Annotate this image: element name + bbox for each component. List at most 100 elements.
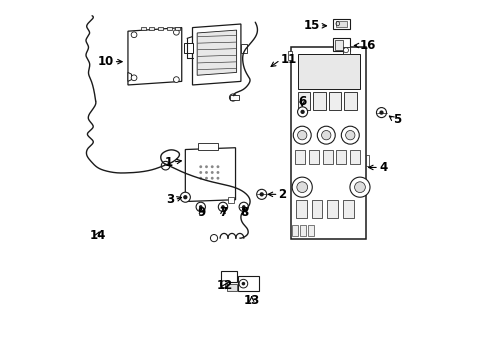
Circle shape — [317, 126, 335, 144]
Circle shape — [300, 110, 304, 114]
Bar — [184, 42, 193, 53]
Text: 8: 8 — [240, 206, 248, 219]
Circle shape — [241, 282, 244, 285]
Text: 12: 12 — [216, 279, 232, 292]
Circle shape — [218, 202, 227, 212]
Circle shape — [292, 177, 312, 197]
Circle shape — [204, 165, 207, 168]
Circle shape — [180, 192, 190, 202]
Circle shape — [161, 161, 169, 170]
Bar — [343, 200, 353, 218]
Text: 15: 15 — [303, 19, 319, 32]
Circle shape — [173, 30, 179, 35]
Polygon shape — [192, 24, 241, 85]
Circle shape — [379, 111, 383, 115]
Circle shape — [199, 171, 202, 174]
Polygon shape — [128, 28, 182, 85]
Circle shape — [345, 131, 354, 140]
Polygon shape — [185, 148, 235, 202]
Circle shape — [210, 171, 213, 174]
Bar — [349, 149, 359, 164]
Circle shape — [354, 182, 365, 193]
Bar — [238, 276, 259, 291]
Bar — [300, 225, 305, 235]
Bar — [167, 27, 172, 30]
Bar — [334, 40, 342, 50]
Bar — [292, 225, 297, 235]
Polygon shape — [333, 39, 349, 51]
Circle shape — [229, 94, 236, 101]
Bar — [230, 95, 239, 100]
Circle shape — [216, 177, 219, 180]
Bar — [326, 200, 337, 218]
Text: 6: 6 — [297, 95, 305, 108]
Circle shape — [259, 192, 264, 197]
Bar — [343, 46, 349, 54]
Text: 14: 14 — [89, 229, 105, 242]
Bar — [241, 44, 247, 53]
Circle shape — [199, 165, 202, 168]
Circle shape — [210, 165, 213, 168]
Bar — [313, 92, 325, 110]
Circle shape — [297, 131, 306, 140]
Bar — [322, 149, 332, 164]
Bar — [287, 51, 291, 60]
Text: 7: 7 — [219, 206, 226, 219]
Circle shape — [183, 195, 187, 199]
Bar — [308, 149, 319, 164]
Text: 3: 3 — [166, 193, 174, 206]
Circle shape — [173, 77, 179, 82]
Bar — [297, 54, 360, 89]
Text: 16: 16 — [359, 39, 375, 52]
Circle shape — [210, 177, 213, 180]
Circle shape — [216, 165, 219, 168]
Text: 10: 10 — [97, 55, 113, 68]
Circle shape — [341, 126, 359, 144]
Bar — [336, 149, 346, 164]
Text: 2: 2 — [278, 188, 286, 201]
Bar — [344, 92, 356, 110]
Circle shape — [242, 205, 245, 209]
Text: 9: 9 — [197, 206, 205, 219]
Text: 1: 1 — [164, 156, 172, 168]
Circle shape — [131, 75, 137, 81]
Bar — [149, 27, 154, 30]
Circle shape — [239, 279, 247, 288]
Bar — [311, 200, 322, 218]
Circle shape — [131, 32, 137, 38]
Circle shape — [349, 177, 369, 197]
Polygon shape — [128, 72, 131, 81]
Bar — [140, 27, 145, 30]
Bar — [297, 92, 310, 110]
Bar — [295, 200, 306, 218]
Text: 11: 11 — [280, 53, 296, 66]
Circle shape — [293, 126, 310, 144]
Circle shape — [199, 205, 202, 209]
Circle shape — [297, 107, 307, 117]
Bar — [290, 47, 366, 239]
Circle shape — [210, 234, 217, 242]
Text: 13: 13 — [243, 294, 259, 307]
Text: 5: 5 — [392, 113, 401, 126]
Circle shape — [204, 177, 207, 180]
Circle shape — [376, 108, 386, 118]
Circle shape — [256, 189, 266, 199]
Circle shape — [343, 48, 348, 53]
Bar — [198, 143, 217, 149]
Circle shape — [199, 177, 202, 180]
Bar — [365, 155, 368, 166]
Bar — [333, 19, 349, 30]
Bar — [307, 225, 313, 235]
Bar — [227, 284, 237, 291]
Bar — [295, 149, 305, 164]
Circle shape — [221, 205, 224, 209]
Bar — [228, 197, 233, 203]
Circle shape — [220, 281, 227, 288]
Text: 4: 4 — [378, 161, 386, 174]
Circle shape — [239, 202, 248, 212]
Circle shape — [296, 182, 307, 193]
Bar — [221, 271, 237, 282]
Bar — [174, 27, 179, 30]
Circle shape — [216, 171, 219, 174]
Circle shape — [321, 131, 330, 140]
